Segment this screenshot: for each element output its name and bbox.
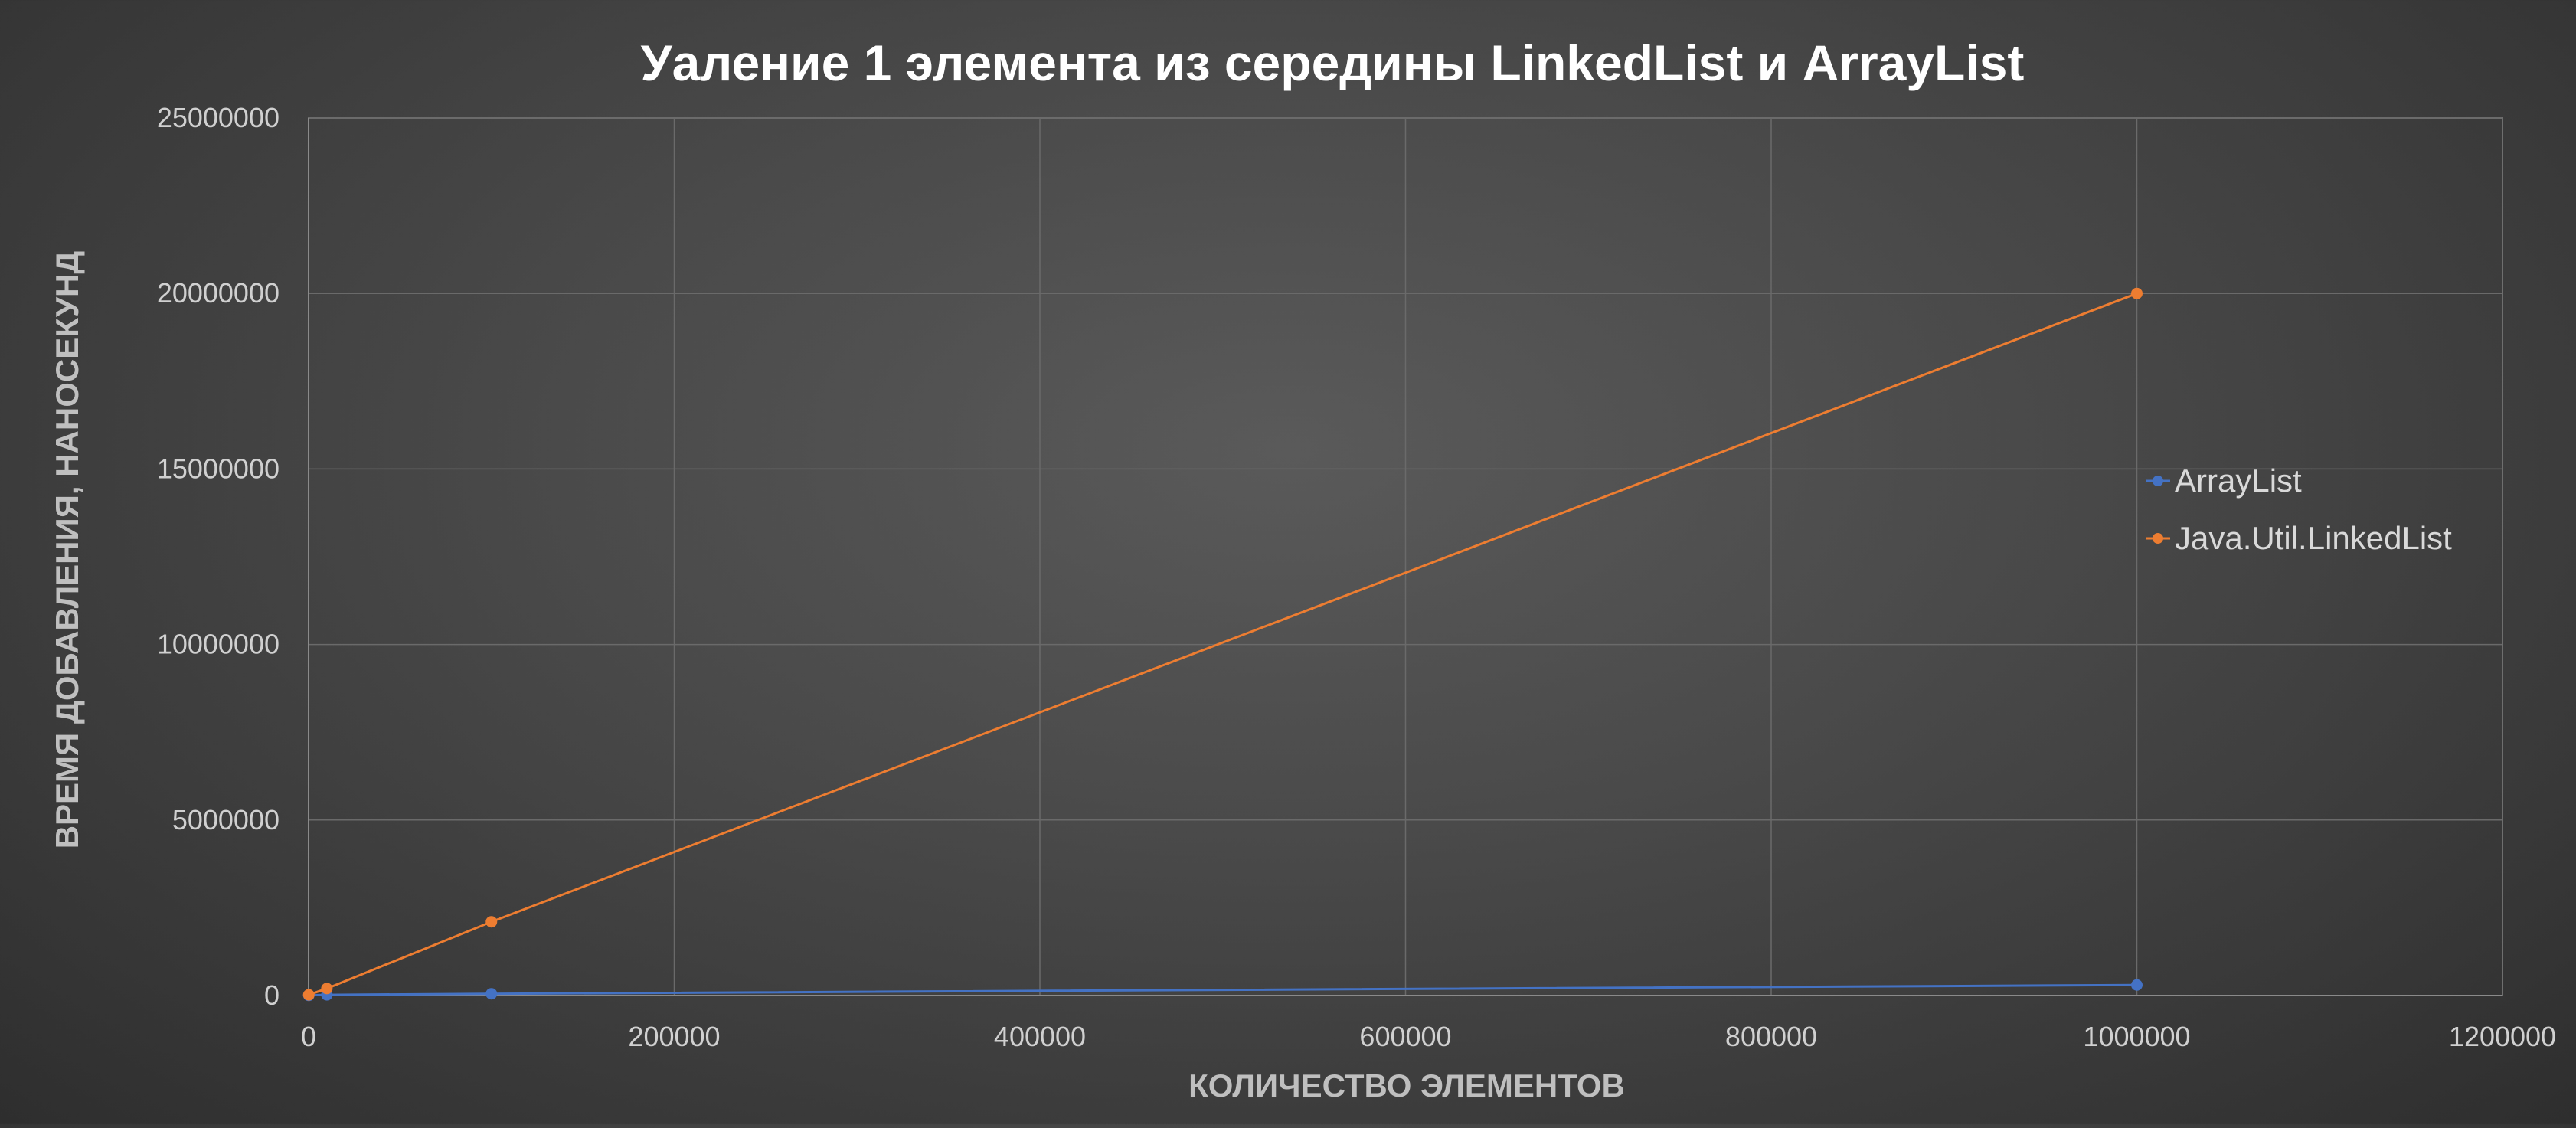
y-tick-label: 5000000 <box>172 804 280 835</box>
data-point <box>2131 979 2143 991</box>
x-tick-label: 1000000 <box>2083 1021 2190 1052</box>
x-tick-label: 400000 <box>994 1021 1086 1052</box>
x-tick-label: 200000 <box>628 1021 720 1052</box>
data-point <box>302 989 315 1001</box>
y-tick-label: 25000000 <box>157 102 280 133</box>
data-point <box>485 988 498 1000</box>
x-tick-label: 0 <box>301 1021 316 1052</box>
legend-label: ArrayList <box>2175 463 2302 499</box>
series-line <box>308 292 2138 996</box>
y-tick-label: 0 <box>264 979 280 1011</box>
x-tick-label: 1200000 <box>2449 1021 2556 1052</box>
legend-marker <box>2153 476 2163 486</box>
x-axis-label: КОЛИЧЕСТВО ЭЛЕМЕНТОВ <box>1188 1068 1625 1103</box>
y-tick-label: 10000000 <box>157 629 280 660</box>
y-tick-label: 15000000 <box>157 453 280 484</box>
legend-marker <box>2153 533 2163 544</box>
x-tick-label: 800000 <box>1725 1021 1817 1052</box>
y-axis-label: ВРЕМЯ ДОБАВЛЕНИЯ, НАНОСЕКУНД <box>49 251 85 849</box>
series-line <box>309 983 2137 997</box>
data-point <box>321 983 333 995</box>
data-point <box>2131 287 2143 299</box>
data-point <box>485 916 498 928</box>
chart-title: Уаление 1 элемента из середины LinkedLis… <box>641 34 2025 91</box>
legend-label: Java.Util.LinkedList <box>2175 520 2452 556</box>
x-tick-label: 600000 <box>1359 1021 1451 1052</box>
y-tick-label: 20000000 <box>157 277 280 309</box>
